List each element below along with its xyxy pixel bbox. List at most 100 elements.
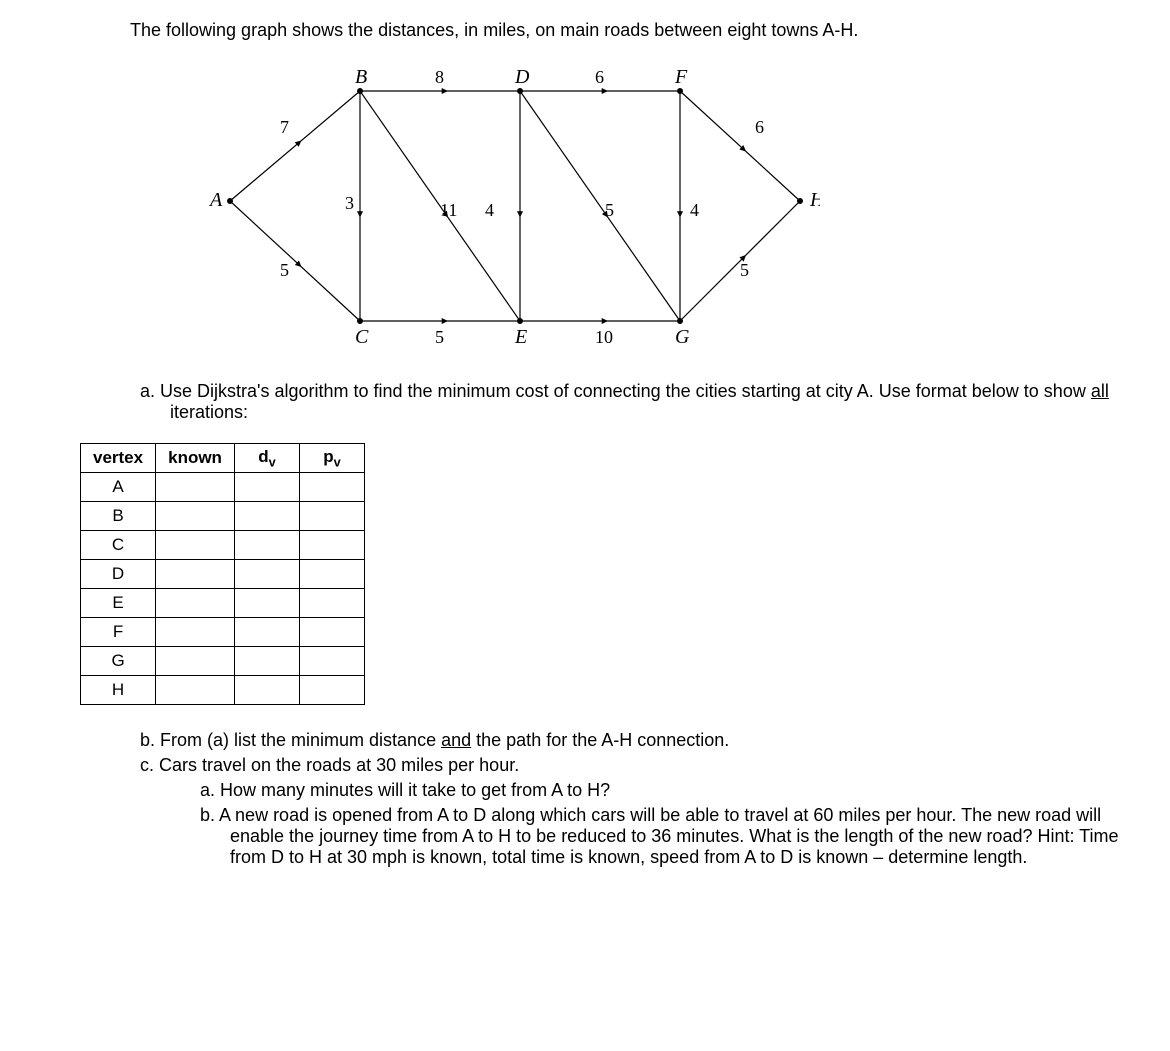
node-label-D: D [514, 66, 530, 88]
edge-A-B [230, 91, 360, 201]
table-row: H [81, 676, 365, 705]
empty-cell [234, 502, 299, 531]
qc-prefix: c. [140, 755, 159, 775]
empty-cell [299, 647, 364, 676]
col-header-p: pv [299, 444, 364, 473]
edge-A-C [230, 201, 360, 321]
sub-question-a: a. How many minutes will it take to get … [200, 780, 1130, 801]
sub-b-text: A new road is opened from A to D along w… [219, 805, 1118, 867]
empty-cell [299, 589, 364, 618]
table-row: B [81, 502, 365, 531]
question-b: b. From (a) list the minimum distance an… [140, 730, 1130, 751]
vertex-cell: H [81, 676, 156, 705]
col-header-vertex: vertex [81, 444, 156, 473]
empty-cell [234, 618, 299, 647]
arrow-icon [442, 318, 448, 324]
vertex-cell: B [81, 502, 156, 531]
vertex-cell: C [81, 531, 156, 560]
graph-svg: 7 5 3 8 11 5 4 6 5 10 4 6 5 A B C D E F G H [180, 61, 820, 351]
vertex-cell: G [81, 647, 156, 676]
empty-cell [156, 647, 235, 676]
edge-label-F-H: 6 [755, 117, 764, 137]
empty-cell [156, 531, 235, 560]
qa-underline: all [1091, 381, 1109, 401]
qb-text1: From (a) list the minimum distance [160, 730, 441, 750]
qb-underline: and [441, 730, 471, 750]
table-row: C [81, 531, 365, 560]
edge-label-D-F: 6 [595, 67, 604, 87]
edge-label-D-G: 5 [605, 200, 614, 220]
node-label-F: F [674, 66, 688, 88]
edge-label-A-C: 5 [280, 260, 289, 280]
col-header-known: known [156, 444, 235, 473]
qb-prefix: b. [140, 730, 160, 750]
empty-cell [234, 473, 299, 502]
node-A [227, 198, 233, 204]
empty-cell [299, 502, 364, 531]
table-header-row: vertexknowndvpv [81, 444, 365, 473]
node-B [357, 88, 363, 94]
node-label-E: E [514, 326, 527, 348]
arrow-icon [602, 88, 608, 94]
arrow-icon [602, 318, 608, 324]
empty-cell [299, 531, 364, 560]
edge-label-C-E: 5 [435, 327, 444, 347]
empty-cell [234, 647, 299, 676]
edge-label-B-D: 8 [435, 67, 444, 87]
edge-label-F-G: 4 [690, 200, 699, 220]
empty-cell [234, 531, 299, 560]
vertex-cell: E [81, 589, 156, 618]
empty-cell [156, 560, 235, 589]
node-label-G: G [675, 326, 690, 348]
empty-cell [156, 502, 235, 531]
empty-cell [299, 560, 364, 589]
edge-label-B-C: 3 [345, 193, 354, 213]
qa-prefix: a. [140, 381, 160, 401]
arrow-icon [517, 211, 523, 217]
node-label-B: B [355, 66, 367, 88]
edge-label-G-H: 5 [740, 260, 749, 280]
edge-label-B-E: 11 [440, 200, 457, 220]
node-G [677, 318, 683, 324]
qb-text2: the path for the A-H connection. [471, 730, 729, 750]
empty-cell [156, 589, 235, 618]
edge-label-D-E: 4 [485, 200, 494, 220]
qc-text: Cars travel on the roads at 30 miles per… [159, 755, 519, 775]
node-label-H: H [809, 189, 820, 211]
node-label-A: A [208, 189, 223, 211]
empty-cell [299, 473, 364, 502]
table-row: G [81, 647, 365, 676]
empty-cell [156, 676, 235, 705]
edge-label-E-G: 10 [595, 327, 613, 347]
table-row: E [81, 589, 365, 618]
edge-F-H [680, 91, 800, 201]
arrow-icon [357, 211, 363, 217]
node-E [517, 318, 523, 324]
qa-text2: iterations: [170, 402, 248, 422]
sub-b-prefix: b. [200, 805, 219, 825]
empty-cell [234, 676, 299, 705]
sub-a-prefix: a. [200, 780, 220, 800]
sub-a-text: How many minutes will it take to get fro… [220, 780, 610, 800]
edge-D-G [520, 91, 680, 321]
arrow-icon [442, 88, 448, 94]
question-c: c. Cars travel on the roads at 30 miles … [140, 755, 1130, 776]
empty-cell [299, 618, 364, 647]
table-row: D [81, 560, 365, 589]
empty-cell [234, 589, 299, 618]
vertex-cell: F [81, 618, 156, 647]
node-label-C: C [355, 326, 369, 348]
table-row: A [81, 473, 365, 502]
edge-label-A-B: 7 [280, 117, 289, 137]
table-row: F [81, 618, 365, 647]
node-C [357, 318, 363, 324]
table-body: ABCDEFGH [81, 473, 365, 705]
empty-cell [156, 618, 235, 647]
dijkstra-table: vertexknowndvpv ABCDEFGH [80, 443, 365, 705]
qa-text1: Use Dijkstra's algorithm to find the min… [160, 381, 1091, 401]
vertex-cell: D [81, 560, 156, 589]
node-D [517, 88, 523, 94]
vertex-cell: A [81, 473, 156, 502]
empty-cell [299, 676, 364, 705]
node-H [797, 198, 803, 204]
